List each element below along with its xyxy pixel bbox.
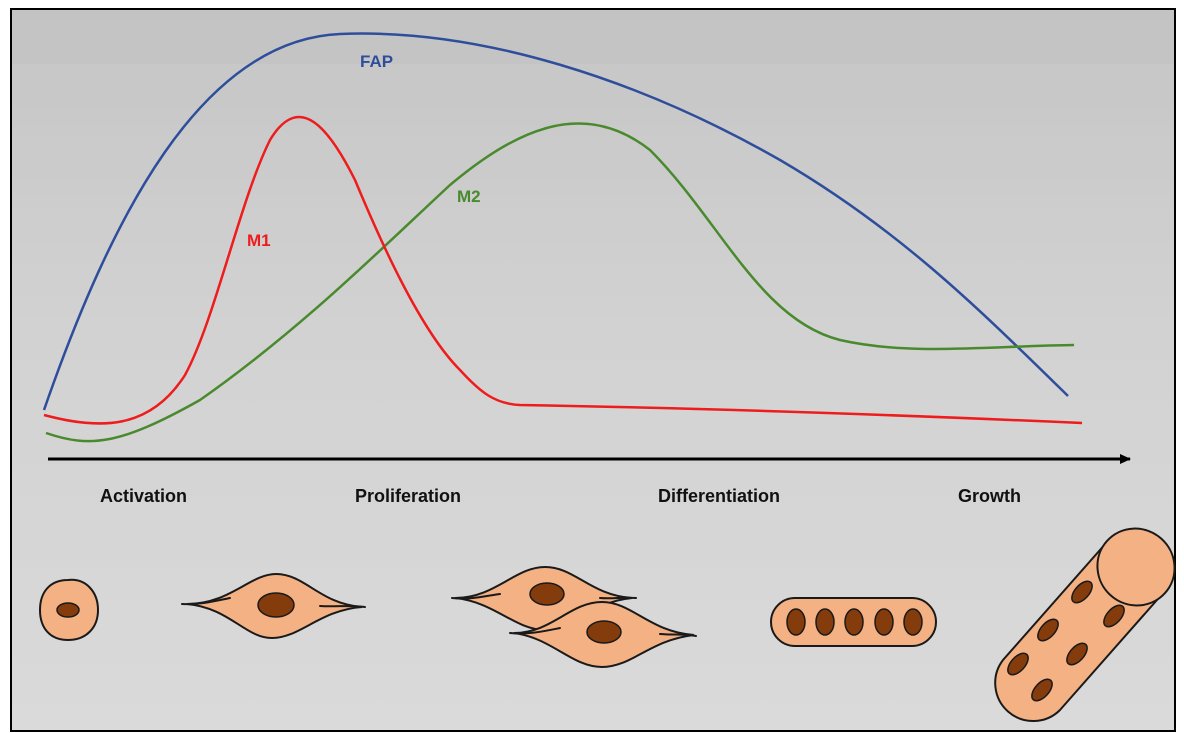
m1-label: M1	[247, 231, 271, 250]
nucleus	[1031, 678, 1053, 702]
single-round-cell	[38, 578, 100, 642]
background-border	[10, 8, 1176, 732]
background-band	[11, 126, 1175, 194]
myotube	[770, 597, 937, 647]
stage-label-activation: Activation	[100, 486, 187, 506]
nucleus	[257, 592, 295, 618]
nucleus	[1066, 642, 1088, 666]
stage-label-differentiation: Differentiation	[658, 486, 780, 506]
nucleus	[815, 608, 835, 636]
nucleus	[1071, 580, 1093, 604]
fap-curve	[42, 32, 1069, 411]
background-band	[11, 9, 1175, 64]
stage-label-growth: Growth	[958, 486, 1021, 506]
m1-curve	[43, 115, 1083, 425]
nucleus	[786, 608, 806, 636]
m2-label: M2	[457, 187, 481, 206]
nucleus	[874, 608, 894, 636]
spindle-cell	[181, 572, 366, 640]
m2-curve	[45, 122, 1075, 443]
background-band	[11, 64, 1175, 126]
muscle-fiber	[994, 527, 1176, 723]
nucleus	[903, 608, 923, 636]
nucleus	[56, 602, 80, 618]
nucleus	[1007, 652, 1029, 676]
nucleus	[1103, 604, 1125, 628]
dividing-spindle-cells	[451, 565, 697, 669]
nucleus	[1037, 618, 1059, 642]
nucleus	[586, 620, 622, 644]
nucleus	[844, 608, 864, 636]
fap-label: FAP	[360, 52, 393, 71]
stage-label-proliferation: Proliferation	[355, 486, 461, 506]
nucleus	[529, 582, 565, 606]
fiber-cross-section	[1096, 527, 1176, 607]
